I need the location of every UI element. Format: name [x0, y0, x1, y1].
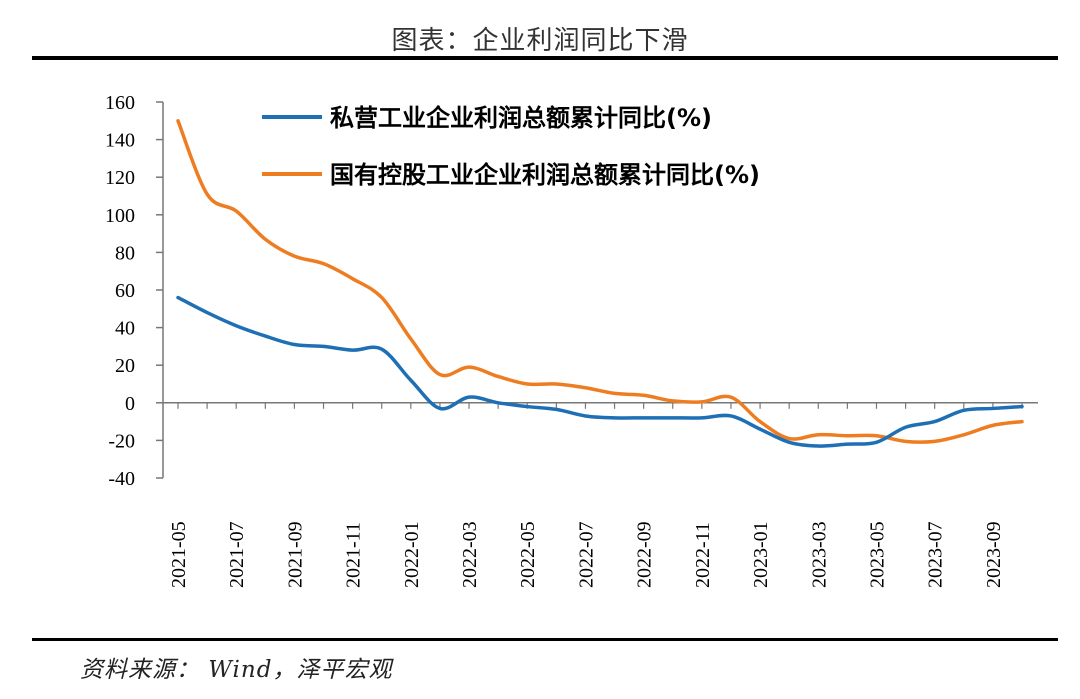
legend-label: 私营工业企业利润总额累计同比(%) — [330, 104, 712, 132]
x-tick-label: 2022-03 — [459, 521, 481, 588]
x-tick-label: 2021-07 — [226, 521, 248, 588]
x-tick-label: 2023-09 — [983, 521, 1005, 588]
x-tick-label: 2022-07 — [575, 521, 597, 588]
series-line-private — [176, 295, 1024, 448]
x-tick-label: 2021-05 — [168, 521, 190, 588]
series-line-state-owned — [176, 119, 1024, 444]
x-tick-label: 2022-11 — [692, 522, 714, 588]
x-tick-label: 2022-01 — [401, 521, 423, 588]
y-tick-label: 160 — [105, 92, 135, 114]
x-tick-label: 2021-09 — [284, 521, 306, 588]
y-tick-label: 0 — [125, 393, 135, 415]
y-tick-label: 140 — [105, 130, 135, 152]
y-tick-label: 100 — [105, 205, 135, 227]
line-chart: 160 140 120 100 80 60 40 20 0 -20 -40 2021-05 2021-0… — [105, 92, 1038, 588]
x-tick-label: 2023-07 — [925, 521, 947, 588]
legend: 私营工业企业利润总额累计同比(%) 国有控股工业企业利润总额累计同比(%) — [262, 104, 760, 189]
x-tick-label: 2023-03 — [808, 521, 830, 588]
x-tick-label: 2022-09 — [634, 521, 656, 588]
plot-area: 160 140 120 100 80 60 40 20 0 -20 -40 2021-05 2021-0… — [105, 92, 1038, 588]
x-tick-label: 2023-05 — [866, 521, 888, 588]
y-tick-label: -20 — [108, 430, 135, 452]
y-tick-label: 80 — [115, 242, 135, 264]
source-note: 资料来源： Wind，泽平宏观 — [80, 657, 393, 683]
y-tick-label: 20 — [115, 355, 135, 377]
legend-label: 国有控股工业企业利润总额累计同比(%) — [330, 161, 760, 189]
x-tick-label: 2023-01 — [750, 521, 772, 588]
bottom-rule — [32, 638, 1058, 641]
y-tick-label: -40 — [108, 468, 135, 490]
x-tick-label: 2021-11 — [343, 522, 365, 588]
y-tick-label: 60 — [115, 280, 135, 302]
y-tick-label: 40 — [115, 318, 135, 340]
top-rule — [32, 56, 1058, 60]
y-tick-label: 120 — [105, 167, 135, 189]
x-tick-label: 2022-05 — [517, 521, 539, 588]
figure-title: 图表：企业利润同比下滑 — [391, 26, 689, 56]
